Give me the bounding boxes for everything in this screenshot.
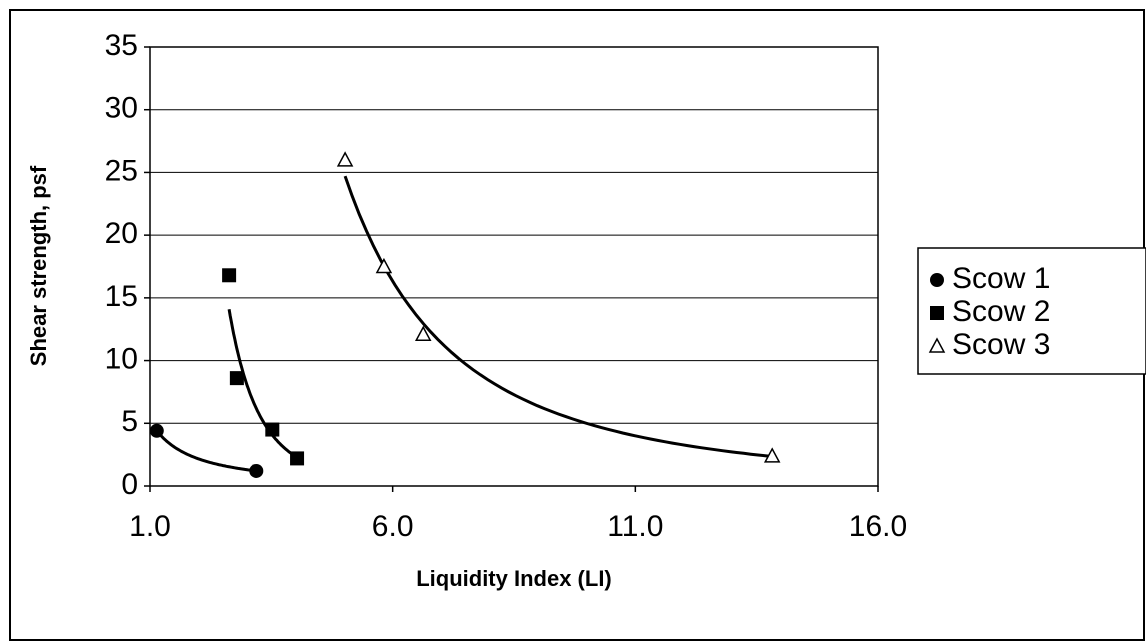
- y-tick-label: 5: [121, 405, 138, 438]
- x-tick-label: 1.0: [129, 510, 171, 543]
- data-point: [149, 423, 164, 438]
- y-axis-label: Shear strength, psf: [26, 165, 51, 366]
- y-tick-label: 10: [105, 342, 138, 375]
- y-tick-label: 35: [105, 29, 138, 62]
- legend-label: Scow 1: [952, 262, 1050, 295]
- plot-frame: [149, 46, 879, 487]
- data-point: [375, 257, 393, 274]
- data-point: [763, 447, 781, 463]
- y-tick-label: 15: [105, 280, 138, 313]
- legend-label: Scow 3: [952, 328, 1050, 361]
- legend-marker: [930, 306, 944, 320]
- y-tick-label: 0: [121, 468, 138, 501]
- trendline: [227, 309, 298, 459]
- data-point: [265, 422, 280, 437]
- data-point: [229, 371, 244, 386]
- data-point: [290, 451, 305, 466]
- y-tick-label: 25: [105, 154, 138, 187]
- data-point: [249, 463, 264, 478]
- x-tick-label: 11.0: [607, 510, 663, 543]
- data-point: [336, 151, 354, 167]
- data-point: [414, 325, 432, 341]
- x-tick-label: 6.0: [372, 510, 414, 543]
- legend-label: Scow 2: [952, 295, 1050, 328]
- trendline: [343, 175, 773, 458]
- x-axis-label: Liquidity Index (LI): [416, 566, 612, 591]
- legend-marker: [930, 273, 944, 287]
- y-tick-label: 30: [105, 92, 138, 125]
- x-tick-label: 16.0: [849, 510, 907, 543]
- y-tick-label: 20: [105, 217, 138, 250]
- data-point: [222, 268, 237, 283]
- legend-marker: [928, 337, 946, 353]
- trendline: [155, 429, 257, 473]
- legend-box: [917, 247, 1146, 375]
